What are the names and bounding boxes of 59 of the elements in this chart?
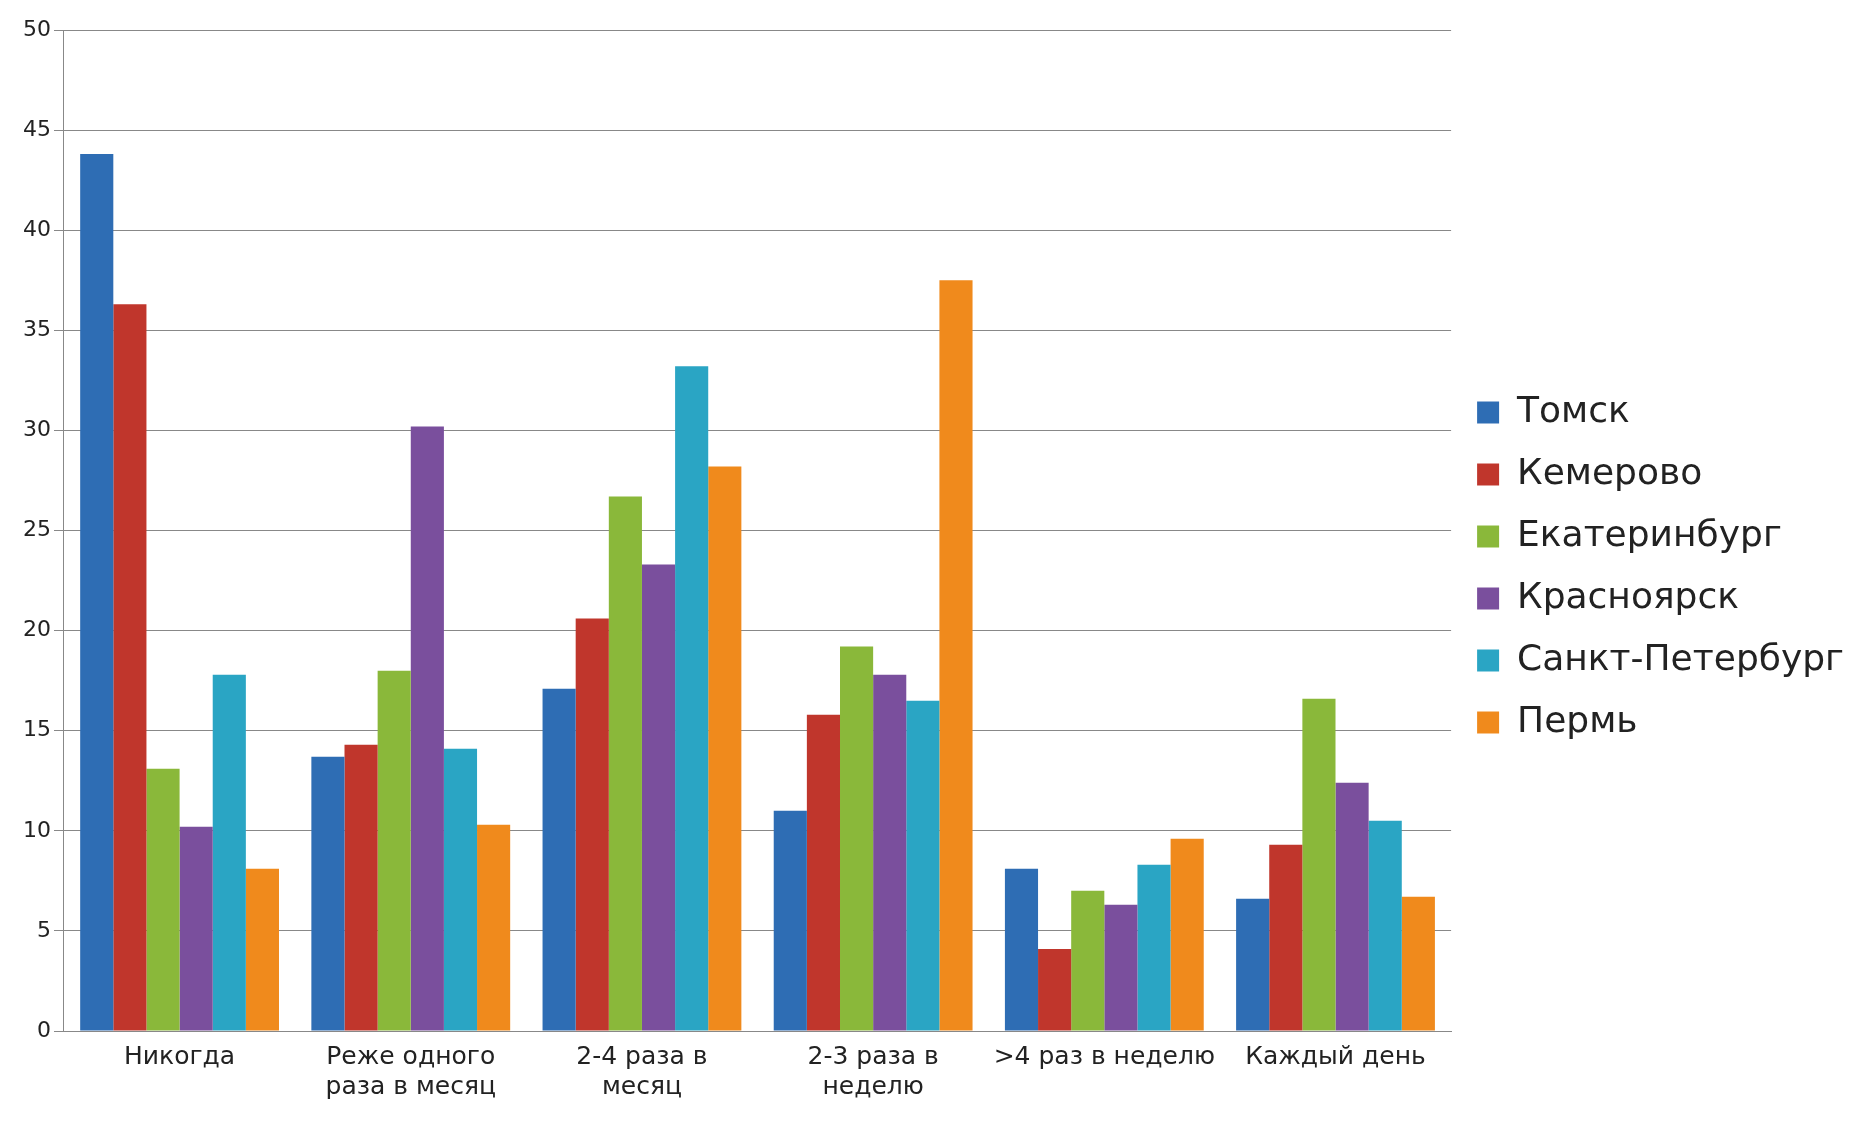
bar [1004, 868, 1039, 1031]
bar [443, 748, 478, 1031]
bar [708, 466, 742, 1031]
y-tick-label: 15 [22, 716, 51, 742]
bar [477, 824, 511, 1031]
bar [806, 714, 840, 1031]
bar [410, 426, 444, 1031]
bar [344, 744, 378, 1031]
bar [542, 688, 576, 1031]
bar [773, 810, 807, 1031]
bar [245, 868, 279, 1031]
y-tick-label: 25 [22, 516, 51, 542]
bar [873, 674, 907, 1031]
bar [1368, 820, 1402, 1031]
legend-label: Красноярск [1517, 574, 1739, 616]
bar [939, 280, 973, 1031]
bar [179, 826, 213, 1031]
bar [575, 618, 609, 1031]
bar [146, 768, 180, 1031]
legend-label: Пермь [1517, 698, 1638, 740]
y-tick-label: 0 [36, 1016, 51, 1042]
bar [641, 564, 676, 1031]
y-tick-label: 35 [22, 316, 51, 342]
y-tick-label: 5 [36, 916, 51, 942]
legend-label: Томск [1516, 388, 1630, 430]
bar [1302, 698, 1336, 1031]
bar [212, 674, 246, 1031]
x-tick-label: Реже одного раза в месяц [325, 1040, 497, 1100]
bar [113, 304, 147, 1031]
bar [1335, 782, 1369, 1031]
y-tick-label: 40 [22, 215, 51, 241]
bar [377, 670, 411, 1031]
y-tick-label: 20 [22, 616, 51, 642]
x-tick-label: >4 раз в неделю [993, 1040, 1215, 1070]
legend-label: Санкт-Петербург [1517, 636, 1845, 678]
bar [906, 700, 940, 1031]
bar [1236, 898, 1270, 1031]
y-tick-label: 10 [22, 816, 51, 842]
x-tick-label: 2-4 раза в месяц [576, 1040, 708, 1100]
y-tick-label: 30 [22, 416, 51, 442]
x-tick-label: 2-3 раза в неделю [807, 1040, 939, 1100]
bar [1104, 904, 1138, 1031]
legend-label: Кемерово [1517, 450, 1703, 492]
x-tick-label: Каждый день [1245, 1040, 1426, 1070]
bar [840, 646, 874, 1031]
bar [311, 756, 345, 1031]
y-tick-label: 50 [22, 15, 51, 41]
bar [1071, 890, 1105, 1031]
bar [608, 496, 642, 1031]
bar [1401, 896, 1435, 1031]
bar [675, 366, 709, 1031]
bar [1269, 844, 1303, 1031]
bar [80, 154, 114, 1031]
x-tick-label: Никогда [123, 1040, 236, 1070]
bar [1038, 948, 1072, 1031]
y-tick-label: 45 [22, 115, 51, 141]
bar [1137, 864, 1171, 1031]
legend-label: Екатеринбург [1517, 512, 1782, 554]
bar [1170, 838, 1204, 1031]
